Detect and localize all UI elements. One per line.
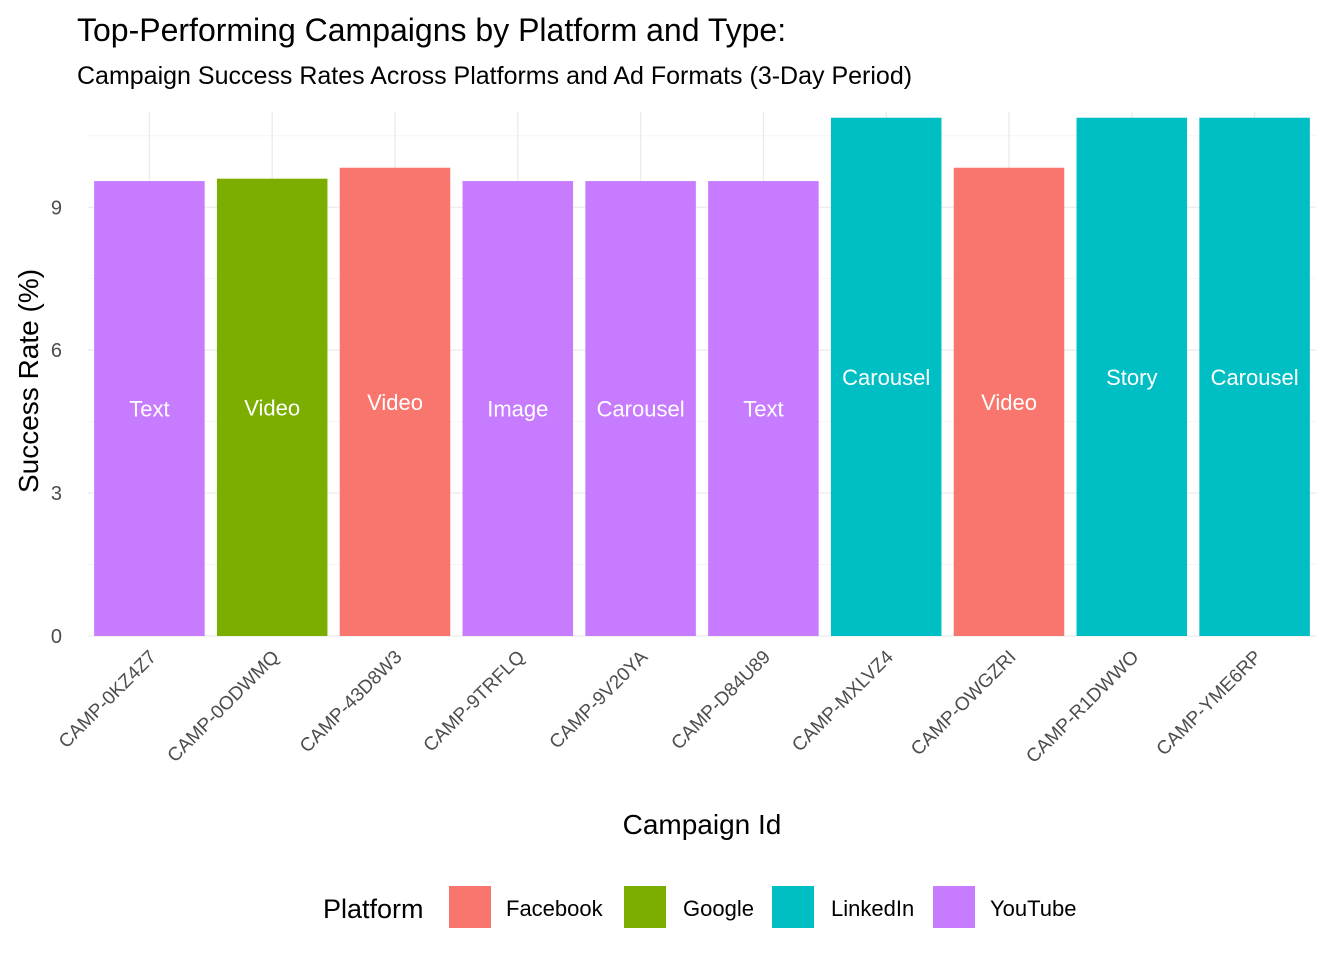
x-tick-label: CAMP-9TRFLQ [420, 647, 530, 757]
bar-label: Story [1106, 365, 1157, 390]
bar-camp-r1dwwo [1076, 117, 1188, 636]
legend-label-linkedin: LinkedIn [831, 896, 914, 921]
bar-camp-0kz4z7 [94, 181, 205, 636]
y-tick-label: 6 [51, 340, 62, 362]
bar-label: Carousel [597, 397, 685, 422]
bar-camp-mxlvz4 [830, 117, 942, 636]
bar-camp-owgzri [953, 167, 1065, 636]
bar-label: Video [981, 390, 1037, 415]
legend-label-facebook: Facebook [506, 896, 604, 921]
bar-camp-0odwmq [216, 178, 328, 636]
bar-label: Video [244, 395, 300, 420]
legend: Platform Facebook Google LinkedIn YouTube [323, 886, 1076, 928]
bar-label: Text [129, 397, 169, 422]
bar-label: Carousel [1211, 365, 1299, 390]
x-tick-label: CAMP-YME6RP [1153, 647, 1266, 760]
x-axis-ticks: CAMP-0KZ4Z7 CAMP-0ODWMQ CAMP-43D8W3 CAMP-9T… [55, 646, 1266, 767]
bar-camp-43d8w3 [339, 167, 451, 636]
y-tick-label: 0 [51, 626, 62, 648]
bar-label: Video [367, 390, 423, 415]
legend-key-linkedin [772, 886, 814, 928]
x-tick-label: CAMP-0ODWMQ [164, 647, 284, 767]
y-tick-label: 9 [51, 197, 62, 219]
x-tick-label: CAMP-9V20YA [546, 646, 653, 753]
x-tick-label: CAMP-D84U89 [667, 647, 774, 754]
bar-camp-yme6rp [1199, 117, 1310, 636]
bar-label: Image [487, 397, 548, 422]
legend-key-youtube [933, 886, 975, 928]
legend-label-google: Google [683, 896, 754, 921]
bar-camp-9v20ya [585, 181, 696, 636]
x-tick-label: CAMP-OWGZRI [907, 647, 1020, 760]
x-tick-label: CAMP-0KZ4Z7 [55, 647, 161, 753]
legend-key-google [624, 886, 666, 928]
bar-camp-d84u89 [708, 181, 819, 636]
x-axis-title: Campaign Id [623, 809, 782, 840]
y-tick-label: 3 [51, 483, 62, 505]
legend-title: Platform [323, 894, 424, 924]
bars: Text Video Video Image Carousel Text Carousel V… [94, 117, 1310, 636]
y-axis-ticks: 0 3 6 9 [51, 197, 62, 648]
bar-label: Text [743, 397, 783, 422]
legend-key-facebook [449, 886, 491, 928]
bar-camp-9trflq [462, 181, 574, 636]
x-tick-label: CAMP-MXLVZ4 [788, 646, 898, 756]
chart-title: Top-Performing Campaigns by Platform and… [77, 12, 786, 48]
x-tick-label: CAMP-43D8W3 [296, 647, 406, 757]
legend-label-youtube: YouTube [990, 896, 1076, 921]
x-tick-label: CAMP-R1DWWO [1022, 647, 1143, 768]
bar-label: Carousel [842, 365, 930, 390]
chart-subtitle: Campaign Success Rates Across Platforms … [77, 62, 912, 90]
y-axis-title: Success Rate (%) [13, 269, 44, 493]
